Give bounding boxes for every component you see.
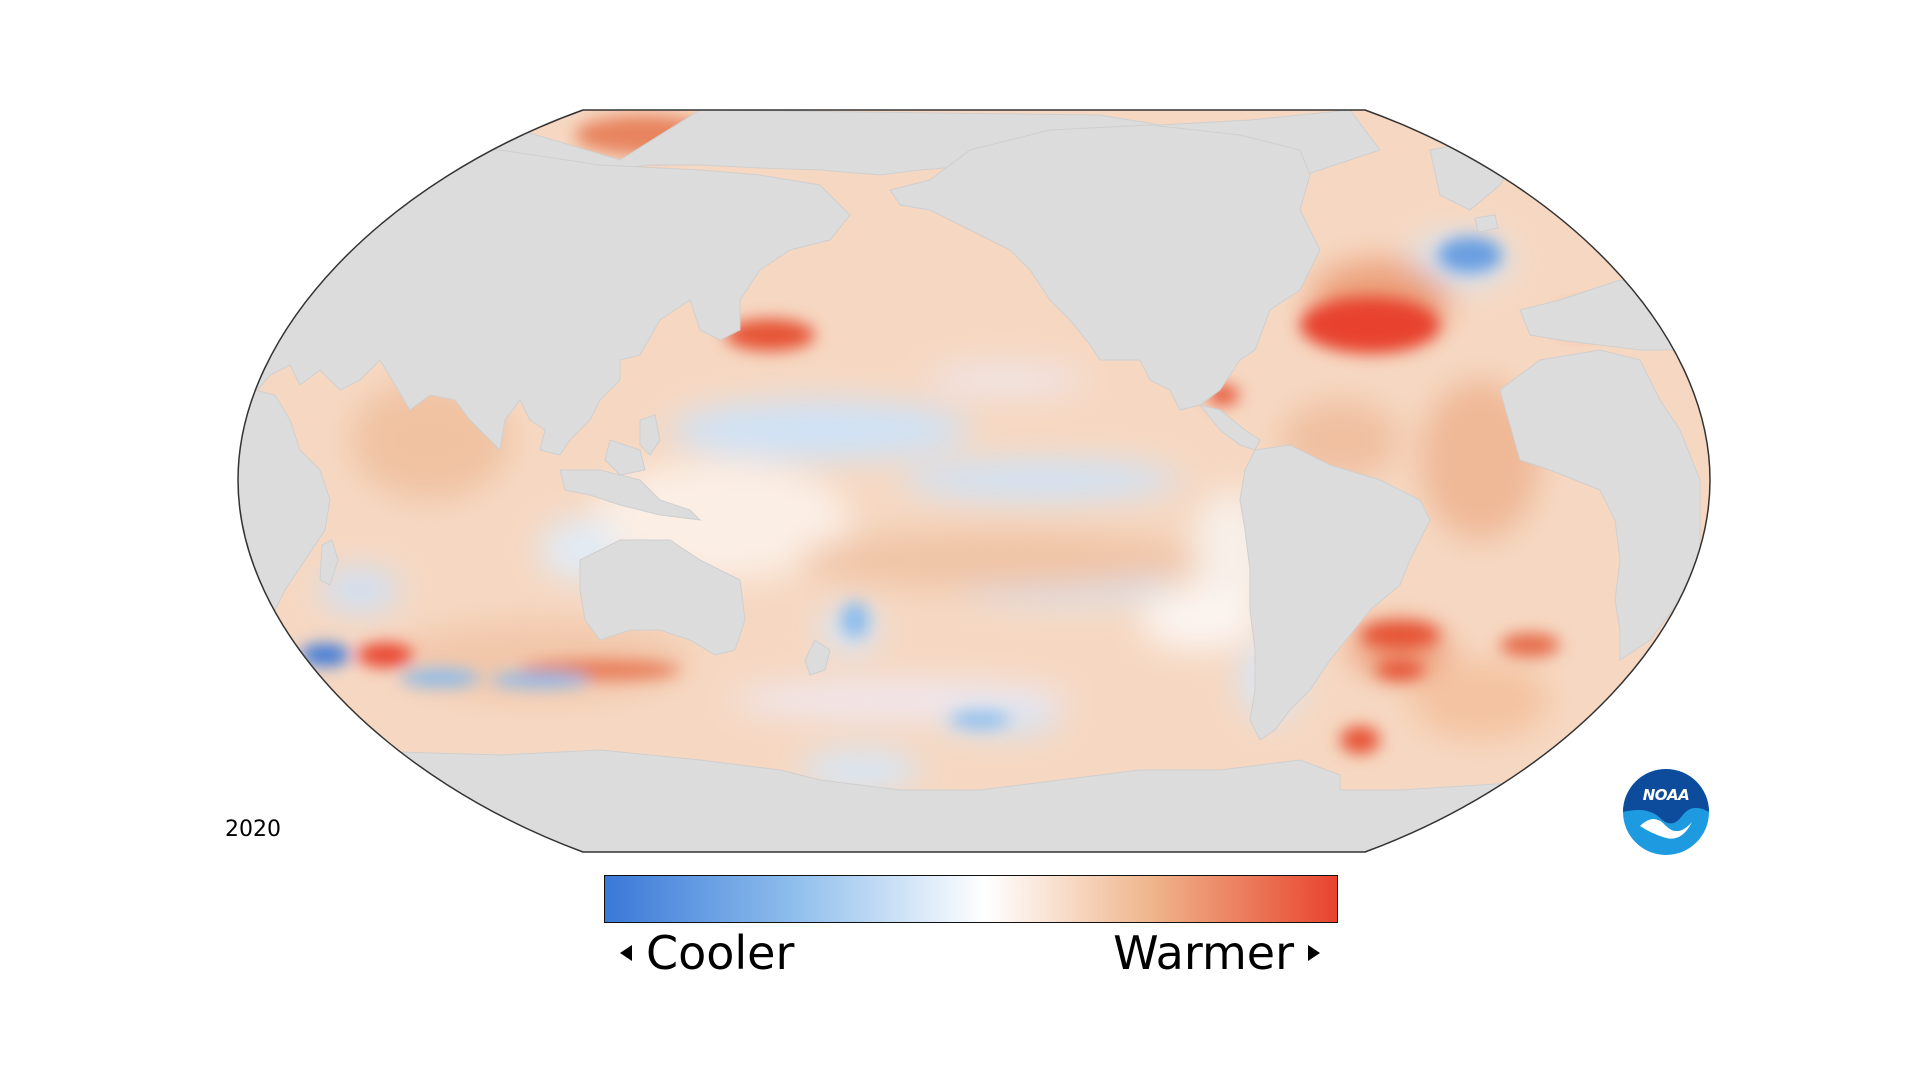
land-central-america	[1198, 404, 1261, 451]
noaa-logo: NOAA	[1622, 768, 1710, 856]
land-north-america	[889, 124, 1321, 411]
legend-cooler: Cooler	[620, 926, 794, 980]
colorbar	[604, 875, 1338, 923]
land-south-america	[1239, 444, 1431, 741]
land-australia	[579, 539, 746, 656]
arrow-right-icon	[1308, 945, 1320, 961]
land-borneo	[604, 439, 646, 476]
land-antarctica	[238, 749, 1710, 852]
globe-outline	[237, 109, 1711, 853]
cooler-label: Cooler	[646, 926, 795, 980]
land-new-zealand	[804, 639, 831, 676]
land-philippines	[639, 414, 661, 456]
warmer-label: Warmer	[1113, 926, 1294, 980]
legend-warmer: Warmer	[1113, 926, 1320, 980]
land-iceland	[1474, 214, 1499, 233]
land-madagascar	[319, 539, 339, 586]
land-asia	[238, 149, 851, 456]
land-indonesia	[559, 469, 702, 521]
year-label: 2020	[225, 817, 281, 842]
arrow-left-icon	[620, 945, 632, 961]
land-africa-east	[1499, 349, 1701, 661]
sst-strong-anomalies	[300, 115, 1610, 754]
noaa-logo-text: NOAA	[1642, 786, 1690, 804]
